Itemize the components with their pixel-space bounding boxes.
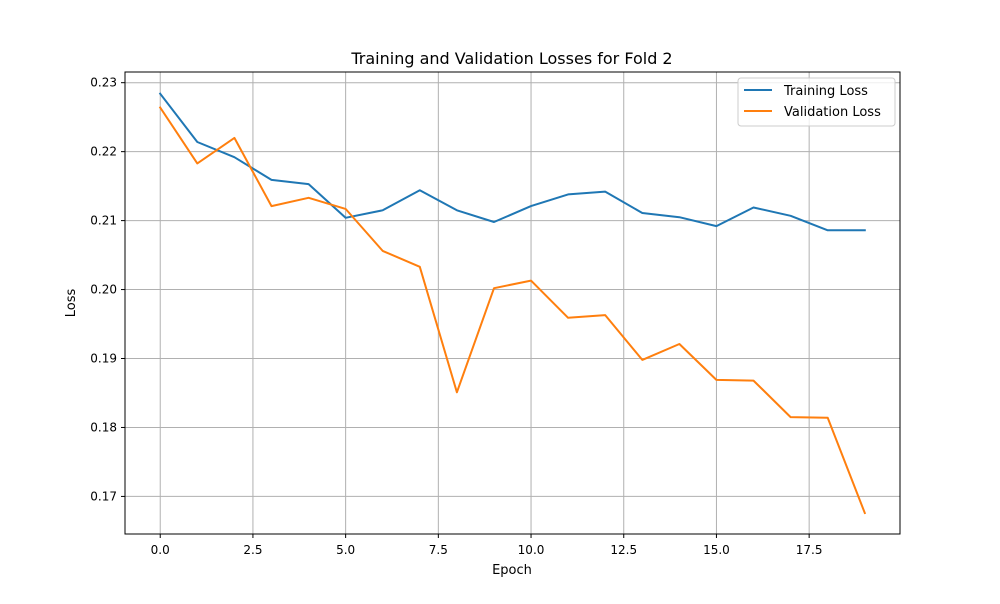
y-tick-label: 0.21 bbox=[90, 214, 117, 228]
legend-label-training-loss: Training Loss bbox=[783, 84, 868, 99]
x-tick-label: 2.5 bbox=[243, 543, 262, 557]
legend-box bbox=[737, 77, 896, 127]
y-tick-label: 0.17 bbox=[90, 489, 117, 503]
x-tick-label: 10.0 bbox=[518, 543, 545, 557]
x-axis-ticks: 0.0 2.5 5.0 7.5 10.0 12.5 15.0 17.5 bbox=[151, 534, 823, 557]
x-tick-label: 12.5 bbox=[610, 543, 637, 557]
y-tick-label: 0.20 bbox=[90, 283, 117, 297]
plot-frame bbox=[124, 71, 901, 535]
y-axis-ticks: 0.17 0.18 0.19 0.20 0.21 0.22 0.23 bbox=[90, 76, 125, 503]
y-tick-label: 0.19 bbox=[90, 352, 117, 366]
grid-lines bbox=[125, 72, 900, 534]
chart-title: Training and Validation Losses for Fold … bbox=[350, 49, 672, 68]
y-tick-label: 0.22 bbox=[90, 145, 117, 159]
y-tick-label: 0.18 bbox=[90, 420, 117, 434]
series-lines bbox=[158, 92, 867, 515]
legend-label-validation-loss: Validation Loss bbox=[784, 105, 881, 120]
y-axis-label: Loss bbox=[64, 289, 79, 318]
x-tick-label: 7.5 bbox=[429, 543, 448, 557]
legend: Training Loss Validation Loss bbox=[737, 77, 896, 127]
series-line-training-loss bbox=[158, 92, 866, 232]
x-tick-label: 5.0 bbox=[336, 543, 355, 557]
x-tick-label: 15.0 bbox=[703, 543, 730, 557]
y-tick-label: 0.23 bbox=[90, 76, 117, 90]
x-tick-label: 17.5 bbox=[796, 543, 823, 557]
x-tick-label: 0.0 bbox=[151, 543, 170, 557]
series-line-validation-loss bbox=[158, 106, 867, 515]
x-axis-label: Epoch bbox=[492, 563, 532, 578]
